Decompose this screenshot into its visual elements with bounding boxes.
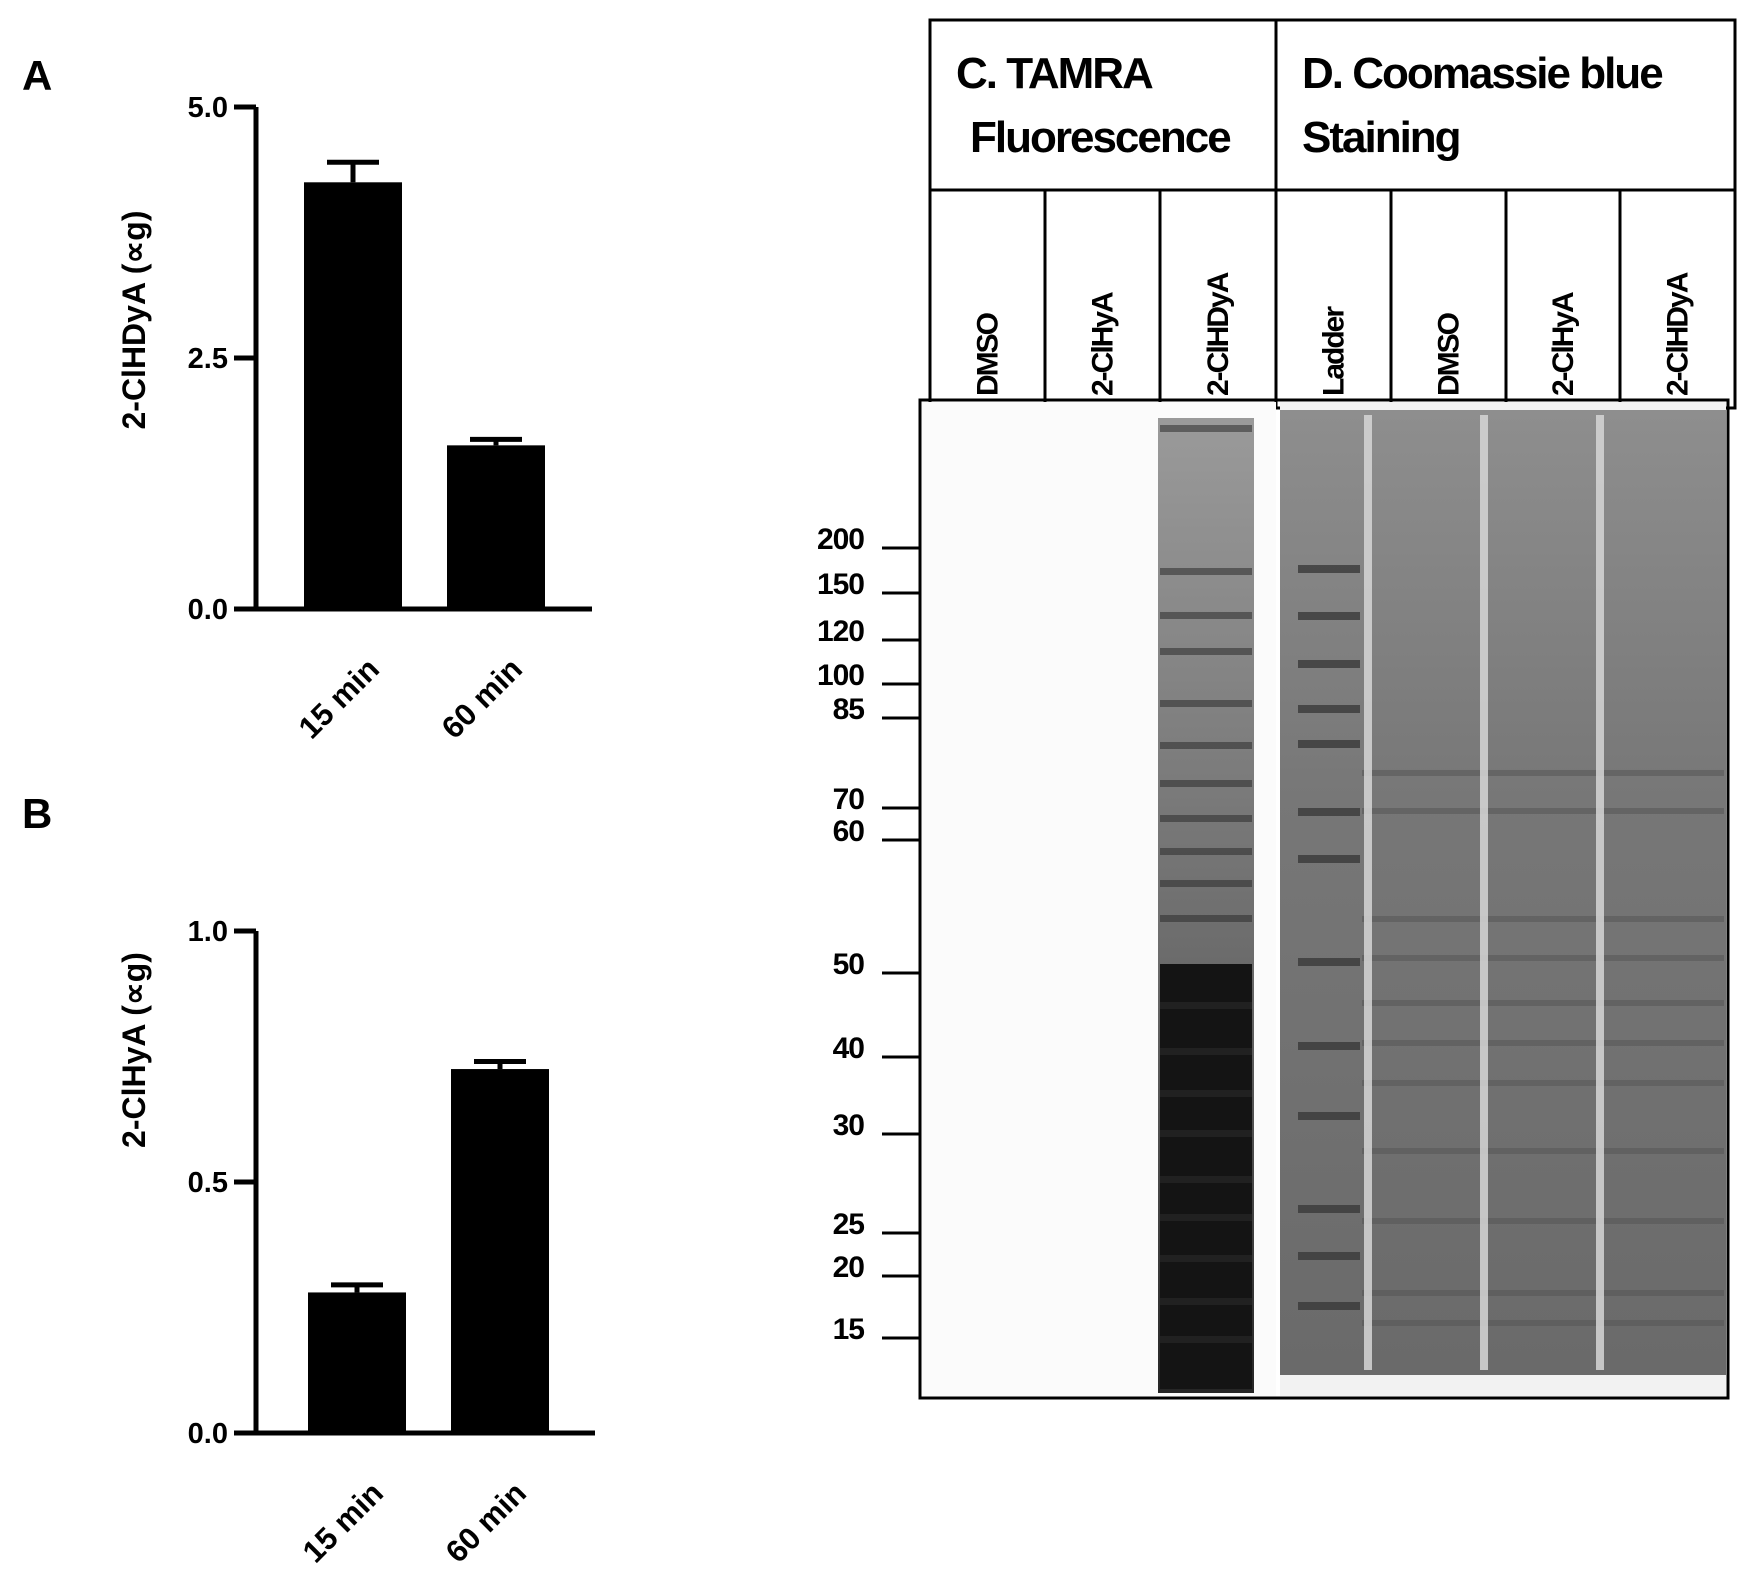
panel-a-chart: A 2-ClHDyA (∝g) 0.0 2.5 5.0 15 min 60 min — [22, 52, 592, 745]
coomassie-band — [1362, 770, 1724, 776]
y-tick-label: 5.0 — [188, 92, 228, 124]
mw-marker-label: 150 — [817, 568, 864, 601]
ladder-band — [1298, 1112, 1360, 1120]
header-d-line-2: Staining — [1302, 113, 1460, 162]
tamra-band — [1160, 568, 1252, 575]
gel-panel: C. TAMRA Fluorescence D. Coomassie blue … — [817, 18, 1737, 1400]
panel-b-chart: B 2-ClHyA (∝g) 0.0 0.5 1.0 15 min 60 min — [22, 790, 595, 1569]
ladder-band — [1298, 1302, 1360, 1310]
mw-marker-label: 25 — [833, 1208, 865, 1241]
bar-15-min — [308, 1292, 406, 1433]
coomassie-lane-gap — [1364, 415, 1372, 1370]
category-label: 60 min — [439, 1475, 533, 1569]
tamra-band — [1160, 848, 1252, 855]
mw-marker-label: 85 — [833, 693, 865, 726]
lane-label: 2-ClHyA — [1547, 292, 1580, 396]
mw-marker-label: 70 — [833, 783, 865, 816]
lane-label: 2-ClHyA — [1087, 292, 1120, 396]
ladder-band — [1298, 1252, 1360, 1260]
tamra-band — [1160, 815, 1252, 822]
lane-label: DMSO — [1433, 312, 1466, 396]
tamra-band — [1160, 1048, 1252, 1055]
bar-60-min — [451, 1069, 549, 1433]
coomassie-band — [1362, 1218, 1724, 1224]
ladder-band — [1298, 855, 1360, 863]
mw-marker-label: 120 — [817, 615, 864, 648]
lane-label: Ladder — [1318, 306, 1351, 396]
tamra-band — [1160, 425, 1252, 432]
tamra-band — [1160, 1298, 1252, 1305]
category-label: 15 min — [296, 1475, 390, 1569]
header-d-line-1: D. Coomassie blue — [1302, 49, 1662, 98]
tamra-band — [1160, 612, 1252, 619]
ladder-band — [1298, 612, 1360, 620]
panel-b-y-axis-label: 2-ClHyA (∝g) — [116, 952, 152, 1148]
y-tick-label: 0.0 — [188, 594, 228, 626]
mw-marker-label: 30 — [833, 1109, 865, 1142]
y-tick-label: 0.0 — [188, 1418, 228, 1450]
tamra-band — [1160, 880, 1252, 887]
tamra-band — [1160, 1214, 1252, 1221]
lane-label: 2-ClHDyA — [1662, 272, 1695, 396]
tamra-band — [1160, 648, 1252, 655]
ladder-band — [1298, 565, 1360, 573]
tamra-band — [1160, 780, 1252, 787]
ladder-band — [1298, 740, 1360, 748]
coomassie-band — [1362, 1080, 1724, 1086]
y-tick-label: 0.5 — [188, 1167, 228, 1199]
mw-marker-label: 100 — [817, 659, 864, 692]
mw-marker-label: 50 — [833, 948, 865, 981]
coomassie-band — [1362, 916, 1724, 922]
tamra-band — [1160, 1176, 1252, 1183]
mw-marker-label: 60 — [833, 815, 865, 848]
category-label: 60 min — [435, 651, 529, 745]
mw-marker-label: 15 — [833, 1313, 865, 1346]
y-tick-label: 1.0 — [188, 916, 228, 948]
tamra-band — [1160, 1255, 1252, 1262]
ladder-band — [1298, 1205, 1360, 1213]
tamra-band — [1160, 1336, 1252, 1343]
header-c-line-2: Fluorescence — [970, 113, 1230, 162]
bar-60-min — [447, 445, 545, 609]
ladder-band — [1298, 705, 1360, 713]
tamra-band — [1160, 1090, 1252, 1097]
panel-a-letter: A — [22, 52, 52, 99]
y-tick-label: 2.5 — [188, 343, 228, 375]
coomassie-band — [1362, 1000, 1724, 1006]
coomassie-lane-gap — [1480, 415, 1488, 1370]
ladder-band — [1298, 1042, 1360, 1050]
bar-15-min — [304, 182, 402, 610]
mw-marker-label: 200 — [817, 523, 864, 556]
tamra-band — [1160, 915, 1252, 922]
ladder-band — [1298, 808, 1360, 816]
coomassie-gel-body — [1280, 410, 1726, 1375]
mw-marker-label: 20 — [833, 1251, 865, 1284]
tamra-band — [1160, 742, 1252, 749]
lane-label: DMSO — [972, 312, 1005, 396]
header-c-line-1: C. TAMRA — [956, 49, 1153, 98]
coomassie-band — [1362, 1040, 1724, 1046]
tamra-band — [1160, 700, 1252, 707]
tamra-band — [1160, 1130, 1252, 1137]
coomassie-lane-gap — [1596, 415, 1604, 1370]
coomassie-band — [1362, 808, 1724, 814]
category-label: 15 min — [292, 651, 386, 745]
ladder-band — [1298, 660, 1360, 668]
ladder-band — [1298, 958, 1360, 966]
lane-label: 2-ClHDyA — [1202, 272, 1235, 396]
tamra-band — [1160, 1002, 1252, 1009]
coomassie-band — [1362, 1320, 1724, 1326]
panel-a-y-axis-label: 2-ClHDyA (∝g) — [116, 211, 152, 430]
mw-marker-label: 40 — [833, 1032, 865, 1065]
panel-b-letter: B — [22, 790, 52, 837]
gel-image-frame — [918, 398, 1730, 1400]
coomassie-band — [1362, 1148, 1724, 1154]
coomassie-band — [1362, 955, 1724, 961]
coomassie-band — [1362, 1290, 1724, 1296]
